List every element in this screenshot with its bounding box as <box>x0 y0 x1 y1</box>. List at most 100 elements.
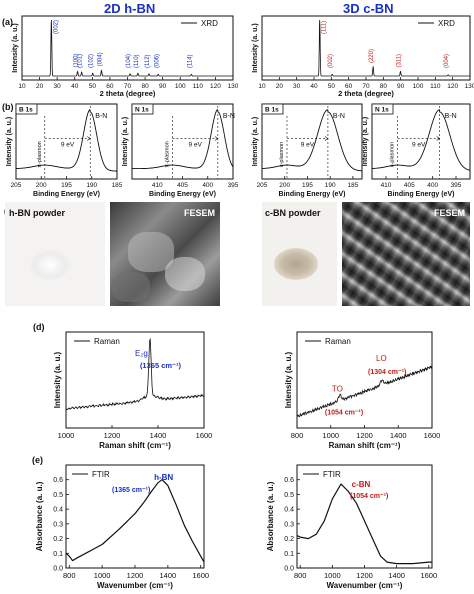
legend-label: Raman <box>325 337 351 346</box>
chart-xps-hbn-b1s: 205 200 195 190 185 Binding Energy (eV) Intens… <box>6 103 123 198</box>
y-tick-label: 0.4 <box>53 507 63 514</box>
y-axis-label: Intensity (a. u.) <box>53 351 62 408</box>
x-tick-label: 410 <box>381 182 392 189</box>
ftir-peak-label: c-BN <box>352 480 371 489</box>
core-level-tag: B 1s <box>265 107 279 114</box>
peak-label: (311) <box>396 54 402 68</box>
x-tick-label: 395 <box>228 182 239 189</box>
y-tick-label: 0.3 <box>53 521 63 528</box>
x-tick-label: 60 <box>345 83 353 90</box>
core-level-tag-box <box>131 103 154 115</box>
x-tick-label: 410 <box>152 182 163 189</box>
peak-value-label: (1054 cm⁻¹) <box>325 410 363 417</box>
y-tick-label: 0.1 <box>53 551 63 558</box>
x-axis-label: Binding Energy (eV) <box>149 191 216 198</box>
x-tick-label: 70 <box>124 83 132 90</box>
x-tick-label: 800 <box>294 571 307 580</box>
plot-frame <box>261 103 363 180</box>
cbn-fesem-image: FESEM <box>342 202 470 306</box>
x-tick-label: 120 <box>447 83 458 90</box>
shift-label: 9 eV <box>301 142 315 149</box>
y-axis-label: Intensity (a. u.) <box>284 351 293 408</box>
plot-frame <box>65 331 205 429</box>
x-tick-label: 90 <box>397 83 405 90</box>
peak-label: (004) <box>97 52 103 66</box>
x-axis-label: Wavenumber (cm⁻¹) <box>327 581 403 590</box>
x-tick-label: 70 <box>362 83 370 90</box>
cbn-powder-photo: c-BN powder <box>262 202 337 306</box>
x-tick-label: 10 <box>258 83 266 90</box>
chart-ftir-cbn: 800 1000 1200 1400 1600 Wavenumber (cm⁻¹) Abso… <box>266 464 437 590</box>
peak-label: B-N <box>445 113 457 120</box>
satellite-label: π-plasmon <box>37 141 43 167</box>
ftir-peak-value-label: (1054 cm⁻¹) <box>350 493 388 500</box>
y-tick-label: 0.6 <box>284 477 294 484</box>
ftir-peak-label: h-BN <box>154 473 173 482</box>
peak-label: B-N <box>333 113 345 120</box>
x-tick-label: 1200 <box>356 431 373 440</box>
x-axis-label: Raman shift (cm⁻¹) <box>99 441 171 450</box>
y-tick-label: 0.0 <box>53 566 63 573</box>
x-tick-label: 110 <box>430 83 441 90</box>
peak-label: (114) <box>187 54 193 68</box>
x-tick-label: 130 <box>228 83 239 90</box>
shift-label: 9 eV <box>61 142 75 149</box>
chart-xrd-cbn: 10 20 30 40 50 60 70 80 90 100 110 120 130 2 theta (d… <box>252 15 474 98</box>
hbn-fesem-label: FESEM <box>183 208 215 218</box>
chart-raman-hbn: 1000 1200 1400 1600 Raman shift (cm⁻¹) Intens… <box>53 331 212 450</box>
x-tick-label: 30 <box>293 83 301 90</box>
core-level-tag-box <box>15 103 38 115</box>
x-tick-label: 405 <box>404 182 415 189</box>
satellite-label: c-plasmon <box>390 142 396 167</box>
hbn-powder-photo: h-BN powder <box>5 202 105 306</box>
xrd-trace <box>262 19 470 77</box>
x-tick-label: 405 <box>177 182 188 189</box>
x-axis-label: Binding Energy (eV) <box>33 191 100 198</box>
peak-label: (002) <box>328 54 334 68</box>
x-axis-label: Binding Energy (eV) <box>279 191 346 198</box>
peak-label: (104) <box>126 54 132 68</box>
xps-trace <box>132 109 234 170</box>
peak-label: (101) <box>78 54 84 68</box>
x-tick-label: 80 <box>141 83 149 90</box>
x-axis-label: 2 theta (degree) <box>338 89 394 98</box>
x-tick-label: 1200 <box>356 571 373 580</box>
peak-label: E₂g <box>135 349 148 358</box>
x-tick-label: 400 <box>202 182 213 189</box>
ftir-peak-value-label: (1365 cm⁻¹) <box>112 487 150 494</box>
x-tick-label: 20 <box>36 83 44 90</box>
x-tick-label: 1000 <box>94 571 111 580</box>
core-level-tag: B 1s <box>19 107 33 114</box>
peak-label: TO <box>332 385 343 394</box>
x-tick-label: 1200 <box>104 431 121 440</box>
shift-label: 9 eV <box>188 142 202 149</box>
shift-arrowhead <box>324 136 329 141</box>
plot-frame <box>296 331 433 429</box>
y-tick-label: 0.6 <box>53 477 63 484</box>
xps-trace <box>372 109 470 171</box>
x-tick-label: 190 <box>325 182 336 189</box>
y-tick-label: 0.0 <box>284 566 294 573</box>
x-tick-label: 185 <box>112 182 123 189</box>
x-tick-label: 30 <box>54 83 62 90</box>
x-tick-label: 40 <box>71 83 79 90</box>
x-tick-label: 395 <box>451 182 462 189</box>
hbn-powder-label: h-BN powder <box>9 208 65 218</box>
panel-label-a: (a) <box>2 17 13 27</box>
x-tick-label: 185 <box>347 182 358 189</box>
peak-label: B-N <box>95 113 107 120</box>
x-tick-label: 1000 <box>324 571 341 580</box>
legend-label: XRD <box>438 19 455 28</box>
peak-label: (004) <box>444 54 450 68</box>
y-tick-label: 0.1 <box>284 551 294 558</box>
x-tick-label: 200 <box>279 182 290 189</box>
raman-trace <box>65 337 205 411</box>
peak-value-label: (1365 cm⁻¹) <box>140 361 182 370</box>
peak-label: (111) <box>322 21 328 34</box>
shift-arrowhead <box>436 136 441 141</box>
x-tick-label: 205 <box>11 182 22 189</box>
peak-label: LO <box>376 354 387 363</box>
ftir-trace <box>296 483 432 565</box>
x-tick-label: 1600 <box>192 571 209 580</box>
cbn-powder-label: c-BN powder <box>265 208 321 218</box>
